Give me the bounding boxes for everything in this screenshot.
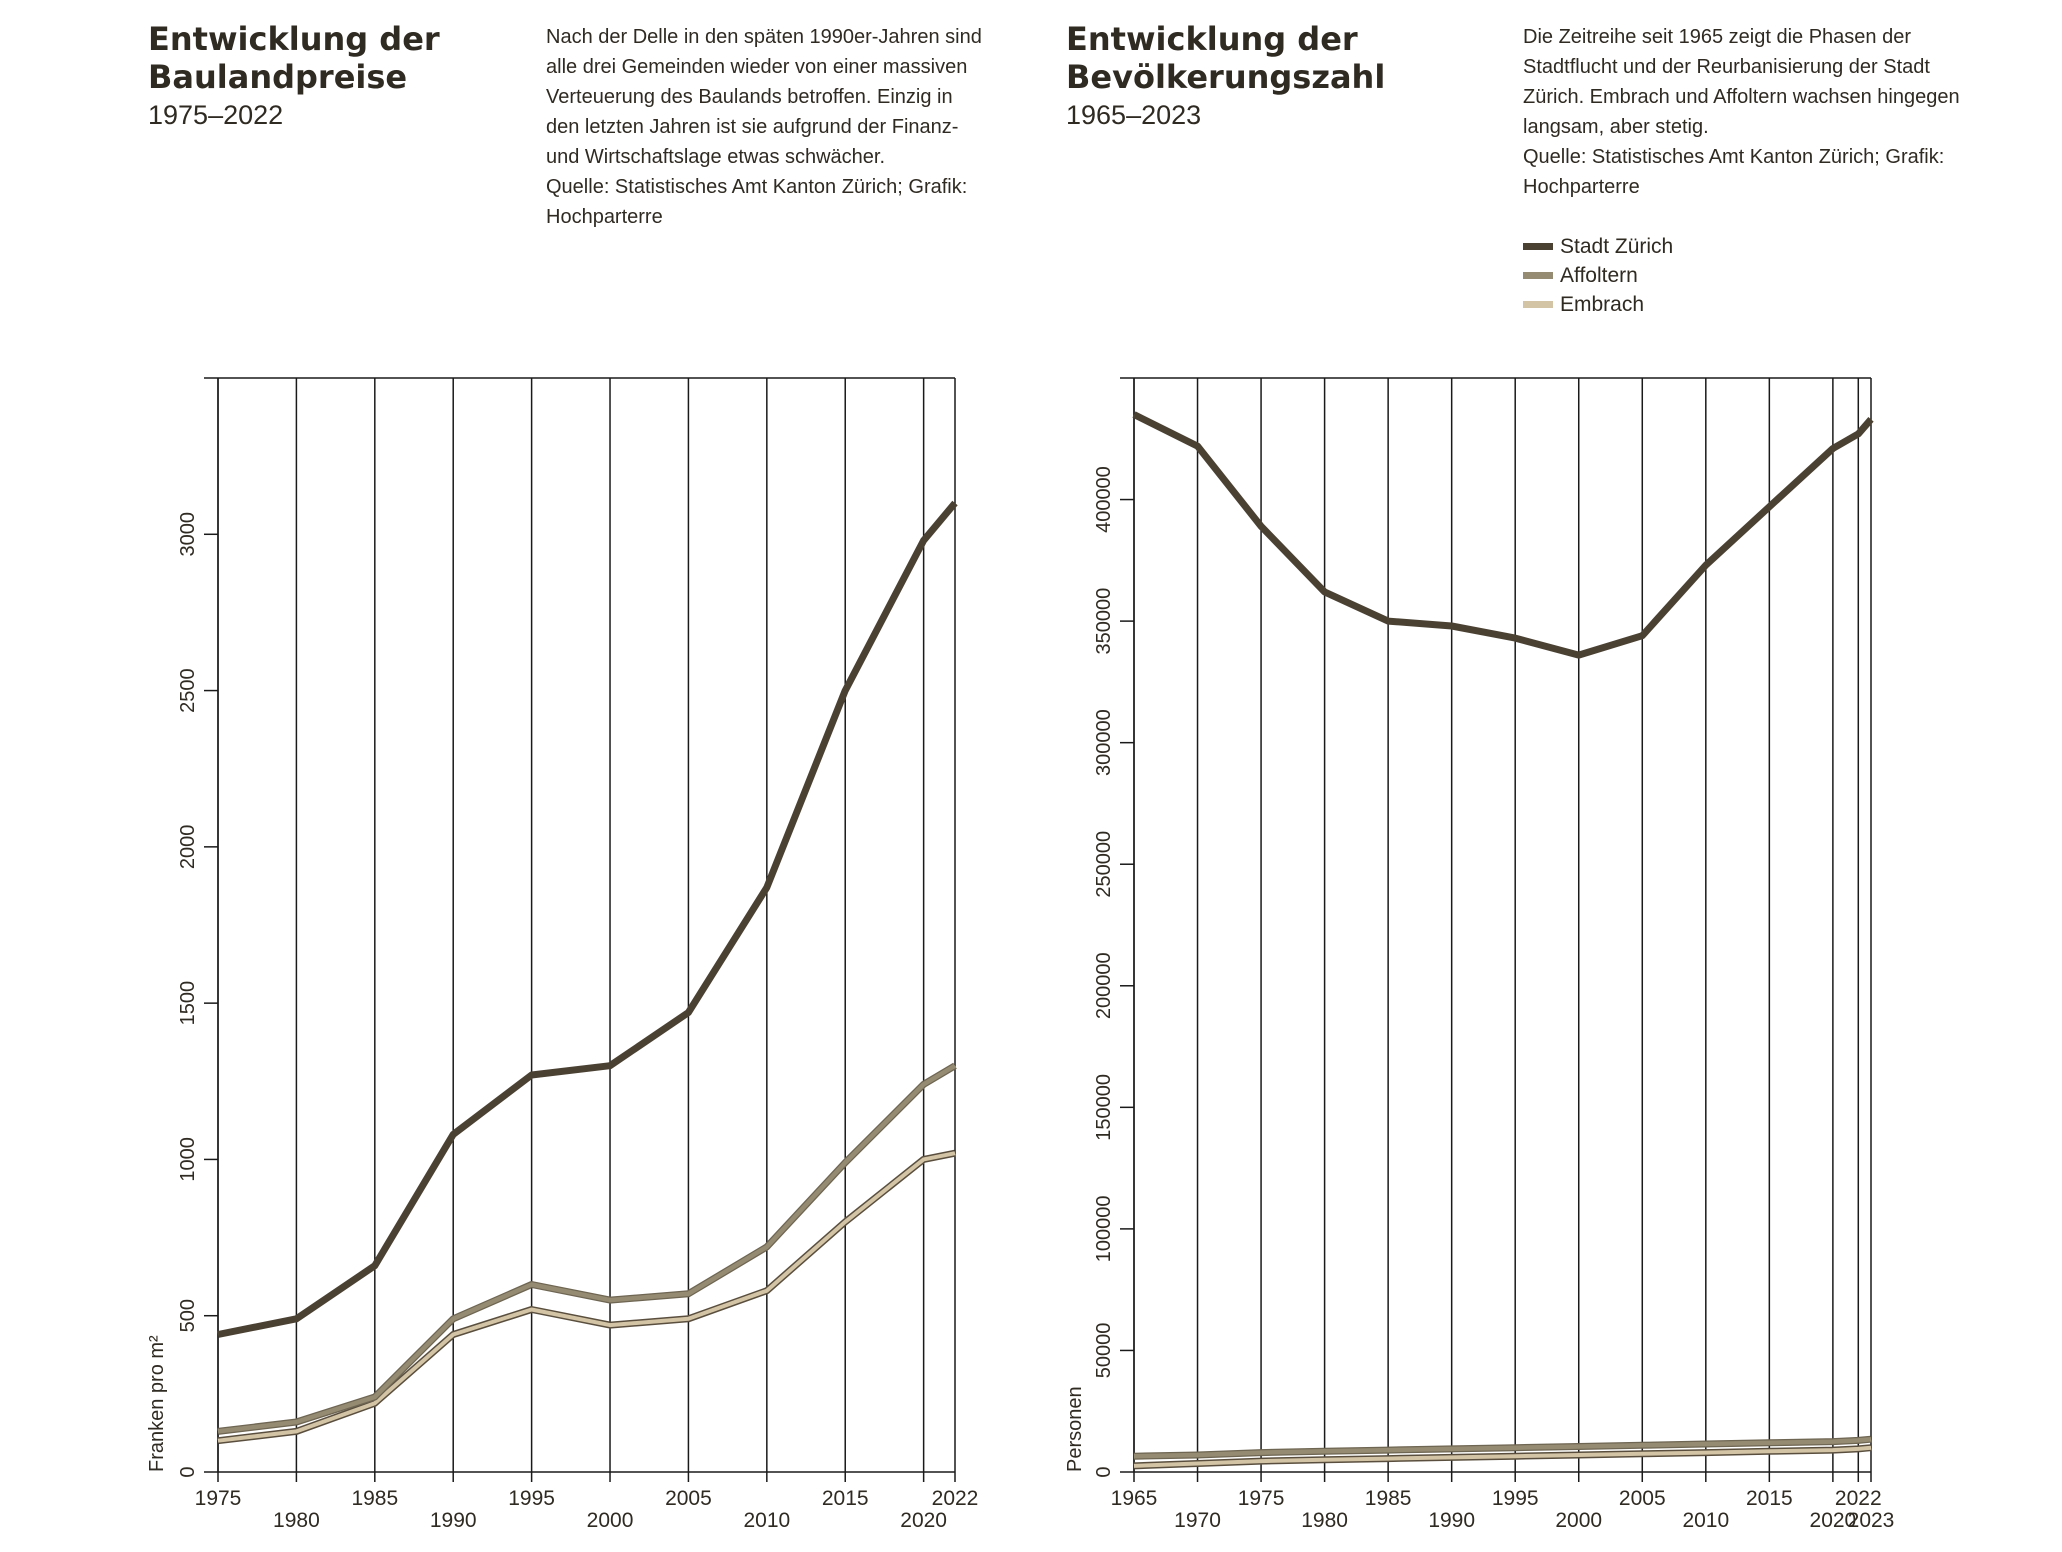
left-chart-description: Nach der Delle in den späten 1990er-Jahr… [546,26,982,168]
right-chart-source: Quelle: Statistisches Amt Kanton Zürich;… [1523,146,1945,198]
x-tick-label-2020: 2020 [900,1509,947,1532]
y-tick-label-250000: 250000 [1093,831,1115,898]
x-tick-label-1985: 1985 [1365,1487,1412,1510]
legend-swatch-affoltern [1523,272,1553,279]
y-tick-label-0: 0 [1093,1466,1115,1477]
y-axis-label: Personen [1064,1386,1086,1472]
right-chart-years: 1965–2023 [1066,100,1202,130]
series-line-embrach [1133,1445,1872,1468]
y-tick-label-200000: 200000 [1093,952,1115,1019]
x-tick-label-2005: 2005 [1619,1487,1666,1510]
right-chart-description-block: Die Zeitreihe seit 1965 zeigt die Phasen… [1523,22,1963,202]
x-tick-label-2010: 2010 [743,1509,790,1532]
x-tick-label-2022: 2022 [1835,1487,1882,1510]
x-tick-label-1980: 1980 [273,1509,320,1532]
y-tick-label-300000: 300000 [1093,709,1115,776]
x-tick-label-1980: 1980 [1301,1509,1348,1532]
y-tick-label-150000: 150000 [1093,1074,1115,1141]
right-chart-description: Die Zeitreihe seit 1965 zeigt die Phasen… [1523,26,1960,138]
legend-label-stadt-zuerich: Stadt Zürich [1560,234,1674,258]
chart-baulandpreise: 0 500 1000 1500 2000 2500 3000 Franken pro m² 19… [146,377,979,1532]
y-tick-label-100000: 100000 [1093,1196,1115,1263]
y-tick-label-50000: 50000 [1093,1323,1115,1379]
y-tick-label-500: 500 [177,1299,199,1332]
right-chart-title: Entwicklung der Bevölkerungszahl [1066,20,1386,96]
left-chart-title: Entwicklung der Baulandpreise [148,20,440,96]
chart-bevoelkerungszahl: 0 50000 100000 150000 200000 250000 300000 3500… [1064,377,1895,1532]
x-tick-label-1975: 1975 [1238,1487,1285,1510]
x-tick-label-2020: 2020 [1810,1509,1857,1532]
legend-label-embrach: Embrach [1560,292,1645,316]
y-tick-label-2500: 2500 [177,668,199,713]
y-tick-label-1500: 1500 [177,981,199,1025]
x-tick-label-2023: 2023 [1848,1509,1895,1532]
y-axis-label: Franken pro m² [146,1335,168,1472]
y-tick-label-350000: 350000 [1093,588,1115,655]
x-tick-label-1970: 1970 [1174,1509,1221,1532]
left-chart-years: 1975–2022 [148,100,284,130]
legend-label-affoltern: Affoltern [1560,263,1638,287]
x-tick-label-2005: 2005 [665,1487,712,1510]
x-tick-label-1990: 1990 [1428,1509,1475,1532]
y-tick-label-400000: 400000 [1093,466,1115,533]
series-line-stadt-zuerich [1132,411,1874,659]
series-line-affoltern [217,1063,957,1434]
series-line-affoltern [1133,1436,1872,1459]
y-tick-label-2000: 2000 [177,825,199,870]
x-tick-label-2022: 2022 [932,1487,979,1510]
left-chart-source: Quelle: Statistisches Amt Kanton Zürich;… [546,176,968,228]
x-tick-label-2010: 2010 [1682,1509,1729,1532]
x-tick-label-1995: 1995 [1492,1487,1539,1510]
x-tick-label-1990: 1990 [430,1509,477,1532]
series-line-embrach [217,1151,956,1443]
x-tick-label-1975: 1975 [195,1487,242,1510]
y-tick-label-3000: 3000 [177,512,199,557]
x-tick-label-2000: 2000 [587,1509,634,1532]
legend-swatch-embrach [1523,301,1553,308]
legend-item-embrach: Embrach [1523,290,1673,319]
legend-swatch-stadt-zuerich [1523,243,1553,250]
x-tick-label-2015: 2015 [822,1487,869,1510]
x-tick-label-1985: 1985 [351,1487,398,1510]
series-outline-affoltern [217,1062,957,1435]
x-tick-label-1965: 1965 [1111,1487,1158,1510]
series-line-stadt-zuerich [217,500,958,1338]
x-tick-label-2015: 2015 [1746,1487,1793,1510]
left-chart-description-block: Nach der Delle in den späten 1990er-Jahr… [546,22,986,232]
x-tick-label-2000: 2000 [1555,1509,1602,1532]
y-tick-label-0: 0 [177,1466,199,1477]
y-tick-label-1000: 1000 [177,1137,199,1182]
legend-item-stadt-zuerich: Stadt Zürich [1523,232,1673,261]
legend-item-affoltern: Affoltern [1523,261,1673,290]
legend: Stadt Zürich Affoltern Embrach [1523,232,1673,319]
x-tick-label-1995: 1995 [508,1487,555,1510]
